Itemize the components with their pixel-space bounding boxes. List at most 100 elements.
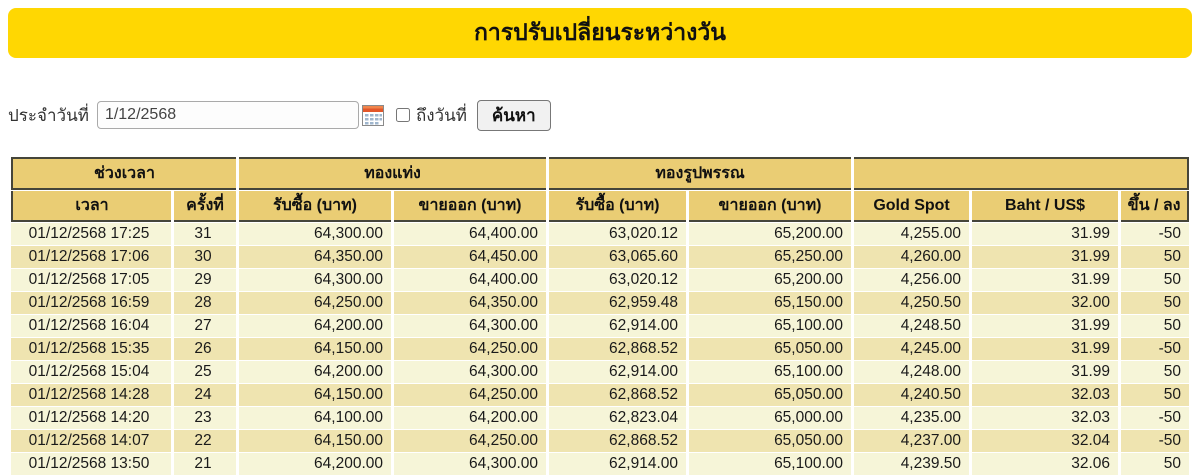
table-cell: 01/12/2568 16:59	[11, 292, 171, 314]
table-cell: 30	[174, 246, 236, 268]
table-cell: 32.06	[972, 453, 1119, 475]
table-cell: 31	[174, 223, 236, 245]
table-cell: 32.03	[972, 407, 1119, 429]
to-date-checkbox[interactable]	[395, 108, 410, 122]
table-cell: 24	[174, 384, 236, 406]
table-cell: 4,250.50	[854, 292, 970, 314]
table-cell: 50	[1121, 269, 1190, 291]
table-cell: 64,150.00	[239, 430, 391, 452]
table-cell: 64,300.00	[239, 223, 391, 245]
table-cell: 64,250.00	[394, 430, 547, 452]
table-cell: 31.99	[972, 361, 1119, 383]
table-cell: 63,020.12	[549, 223, 687, 245]
table-row: 01/12/2568 15:04 25 64,200.00 64,300.00 62,9…	[11, 361, 1190, 383]
table-cell: 64,150.00	[239, 338, 391, 360]
table-cell: 50	[1121, 315, 1190, 337]
column-header: ครั้งที่	[174, 191, 236, 222]
table-cell: 64,350.00	[394, 292, 547, 314]
calendar-icon[interactable]	[361, 104, 384, 126]
table-cell: 50	[1121, 246, 1190, 268]
table-cell: 01/12/2568 14:07	[11, 430, 171, 452]
date-label: ประจำวันที่	[8, 105, 89, 125]
table-cell: 01/12/2568 15:35	[11, 338, 171, 360]
table-cell: 62,868.52	[549, 384, 687, 406]
table-cell: 4,256.00	[854, 269, 970, 291]
column-header: ขึ้น / ลง	[1121, 191, 1190, 222]
to-date-label: ถึงวันที่	[415, 105, 467, 125]
table-cell: 4,260.00	[854, 246, 970, 268]
table-cell: 64,150.00	[239, 384, 391, 406]
table-cell: 29	[174, 269, 236, 291]
column-header: ขายออก (บาท)	[394, 191, 547, 222]
table-cell: -50	[1121, 430, 1190, 452]
table-cell: -50	[1121, 338, 1190, 360]
column-header: เวลา	[11, 191, 171, 222]
table-cell: 65,000.00	[689, 407, 852, 429]
table-cell: 64,450.00	[394, 246, 547, 268]
group-header: ช่วงเวลา	[11, 157, 236, 190]
table-cell: 63,065.60	[549, 246, 687, 268]
date-search-form: ประจำวันที่ ถึงวันที่ ค้นหา	[8, 99, 1200, 131]
table-cell: 01/12/2568 17:06	[11, 246, 171, 268]
table-row: 01/12/2568 14:07 22 64,150.00 64,250.00 62,8…	[11, 430, 1190, 452]
table-cell: 64,400.00	[394, 223, 547, 245]
table-cell: 01/12/2568 14:20	[11, 407, 171, 429]
page-title: การปรับเปลี่ยนระหว่างวัน	[473, 19, 727, 45]
table-cell: 64,400.00	[394, 269, 547, 291]
table-cell: 25	[174, 361, 236, 383]
table-cell: 32.03	[972, 384, 1119, 406]
table-row: 01/12/2568 17:05 29 64,300.00 64,400.00 63,0…	[11, 269, 1190, 291]
page-banner: การปรับเปลี่ยนระหว่างวัน	[8, 8, 1192, 58]
column-header: Baht / US$	[972, 191, 1119, 222]
table-cell: 62,959.48	[549, 292, 687, 314]
table-row: 01/12/2568 14:20 23 64,100.00 64,200.00 62,8…	[11, 407, 1190, 429]
table-cell: 65,050.00	[689, 338, 852, 360]
table-cell: 65,100.00	[689, 315, 852, 337]
table-cell: -50	[1121, 407, 1190, 429]
table-cell: 4,248.00	[854, 361, 970, 383]
table-cell: 01/12/2568 15:04	[11, 361, 171, 383]
table-cell: 21	[174, 453, 236, 475]
search-button[interactable]: ค้นหา	[476, 99, 551, 131]
table-cell: 64,200.00	[239, 315, 391, 337]
gold-price-table: ช่วงเวลา ทองแท่ง ทองรูปพรรณ เวลา ครั้งที่ รับ…	[8, 156, 1193, 475]
table-cell: 23	[174, 407, 236, 429]
table-cell: 65,150.00	[689, 292, 852, 314]
table-cell: 64,200.00	[394, 407, 547, 429]
table-cell: 65,100.00	[689, 361, 852, 383]
table-cell: 62,914.00	[549, 361, 687, 383]
group-header: ทองแท่ง	[239, 157, 547, 190]
table-row: 01/12/2568 14:28 24 64,150.00 64,250.00 62,8…	[11, 384, 1190, 406]
price-table-container: ช่วงเวลา ทองแท่ง ทองรูปพรรณ เวลา ครั้งที่ รับ…	[8, 156, 1193, 475]
table-cell: 64,250.00	[394, 338, 547, 360]
table-cell: 62,823.04	[549, 407, 687, 429]
date-input[interactable]	[96, 101, 359, 129]
table-cell: 01/12/2568 17:25	[11, 223, 171, 245]
table-cell: 65,050.00	[689, 430, 852, 452]
table-cell: 65,100.00	[689, 453, 852, 475]
table-cell: 64,250.00	[239, 292, 391, 314]
table-cell: 65,200.00	[689, 223, 852, 245]
table-row: 01/12/2568 16:04 27 64,200.00 64,300.00 62,9…	[11, 315, 1190, 337]
column-header: Gold Spot	[854, 191, 970, 222]
column-header: ขายออก (บาท)	[689, 191, 852, 222]
table-cell: 28	[174, 292, 236, 314]
table-cell: 64,300.00	[394, 361, 547, 383]
table-cell: 62,914.00	[549, 315, 687, 337]
table-cell: 65,250.00	[689, 246, 852, 268]
table-row: 01/12/2568 17:25 31 64,300.00 64,400.00 63,0…	[11, 223, 1190, 245]
table-row: 01/12/2568 15:35 26 64,150.00 64,250.00 62,8…	[11, 338, 1190, 360]
table-row: 01/12/2568 17:06 30 64,350.00 64,450.00 63,0…	[11, 246, 1190, 268]
column-header: รับซื้อ (บาท)	[239, 191, 391, 222]
table-cell: 65,050.00	[689, 384, 852, 406]
table-cell: 31.99	[972, 338, 1119, 360]
table-cell: 26	[174, 338, 236, 360]
table-cell: 4,239.50	[854, 453, 970, 475]
table-cell: 64,250.00	[394, 384, 547, 406]
table-cell: 01/12/2568 17:05	[11, 269, 171, 291]
table-row: 01/12/2568 16:59 28 64,250.00 64,350.00 62,9…	[11, 292, 1190, 314]
table-cell: 01/12/2568 13:50	[11, 453, 171, 475]
table-cell: 01/12/2568 16:04	[11, 315, 171, 337]
table-cell: 64,300.00	[239, 269, 391, 291]
table-cell: 4,245.00	[854, 338, 970, 360]
